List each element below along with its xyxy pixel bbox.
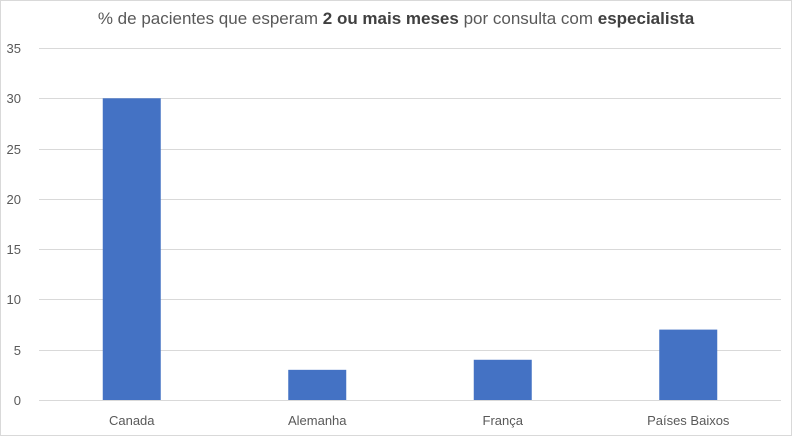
- y-tick-label: 10: [7, 292, 21, 307]
- chart-title-part: por consulta com: [458, 9, 598, 28]
- x-tick-label: Países Baixos: [647, 413, 730, 428]
- y-tick-label: 15: [7, 242, 21, 257]
- y-tick-label: 25: [7, 142, 21, 157]
- y-tick-label: 5: [14, 343, 21, 358]
- y-tick-label: 20: [7, 192, 21, 207]
- bar: [102, 98, 161, 401]
- chart-title-part: % de pacientes que esperam: [97, 9, 323, 28]
- chart-title-part: 2 ou mais meses: [322, 9, 459, 28]
- chart-title-part: especialista: [597, 9, 695, 28]
- x-tick-label: Canada: [109, 413, 155, 428]
- bar: [288, 369, 347, 400]
- y-tick-label: 30: [7, 91, 21, 106]
- bar: [473, 359, 532, 400]
- x-tick-label: Alemanha: [288, 413, 347, 428]
- x-tick-label: França: [483, 413, 524, 428]
- y-tick-label: 0: [14, 393, 21, 408]
- y-tick-label: 35: [7, 41, 21, 56]
- bar: [659, 329, 718, 400]
- chart-title: % de pacientes que esperam 2 ou mais mes…: [1, 9, 791, 29]
